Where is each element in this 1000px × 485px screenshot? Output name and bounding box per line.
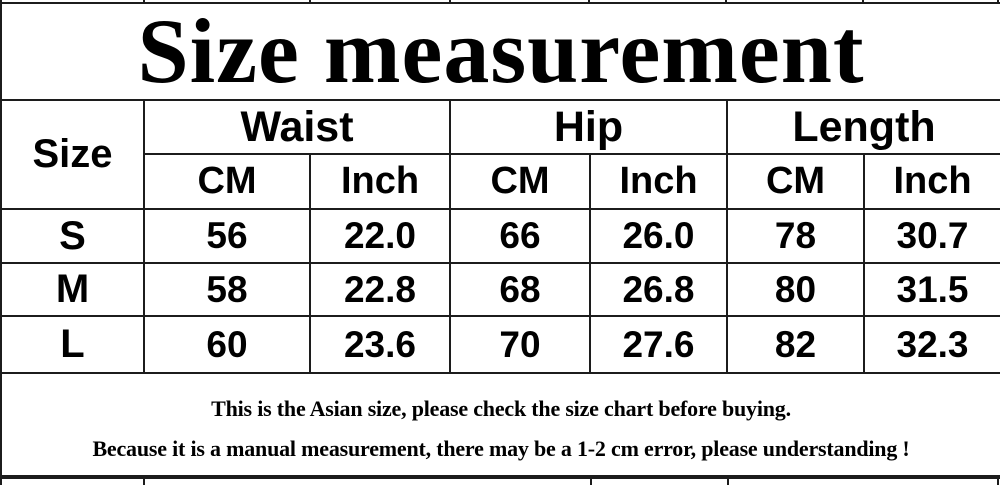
table-row-s: S 56 22.0 66 26.0 78 30.7 <box>0 208 1000 264</box>
cropped-table-edge-top <box>0 0 1000 3</box>
column-header-size: Size <box>0 99 145 210</box>
cell-l-length-cm: 82 <box>726 315 865 374</box>
subheader-length-cm: CM <box>726 153 865 210</box>
subheader-hip-cm: CM <box>449 153 591 210</box>
note-manual-measurement: Because it is a manual measurement, ther… <box>92 435 910 461</box>
cell-m-waist-cm: 58 <box>143 262 311 317</box>
cell-m-length-cm: 80 <box>726 262 865 317</box>
table-row-m: M 58 22.8 68 26.8 80 31.5 <box>0 262 1000 317</box>
cell-m-length-inch: 31.5 <box>862 262 1000 317</box>
cell-s-hip-cm: 66 <box>449 208 591 264</box>
cropped-table-edge-bottom <box>0 477 1000 485</box>
column-group-hip: Hip <box>449 99 728 155</box>
column-group-waist: Waist <box>143 99 451 155</box>
subheader-waist-inch: Inch <box>309 153 451 210</box>
page-title: Size measurement <box>0 2 1000 101</box>
notes-row: This is the Asian size, please check the… <box>0 372 1000 477</box>
subheader-length-inch: Inch <box>862 153 1000 210</box>
notes-cell: This is the Asian size, please check the… <box>0 372 1000 477</box>
subheader-waist-cm: CM <box>143 153 311 210</box>
cell-m-hip-cm: 68 <box>449 262 591 317</box>
table-row-l: L 60 23.6 70 27.6 82 32.3 <box>0 315 1000 374</box>
cell-m-waist-inch: 22.8 <box>309 262 451 317</box>
size-label-s: S <box>0 208 145 264</box>
cell-l-hip-inch: 27.6 <box>589 315 728 374</box>
size-label-m: M <box>0 262 145 317</box>
cell-s-hip-inch: 26.0 <box>589 208 728 264</box>
cell-l-length-inch: 32.3 <box>862 315 1000 374</box>
note-asian-size: This is the Asian size, please check the… <box>211 395 791 421</box>
size-measurement-table: Size measurement Size Waist Hip Length C… <box>0 2 1000 477</box>
column-group-length: Length <box>725 99 1000 155</box>
cell-s-waist-inch: 22.0 <box>309 208 451 264</box>
cell-l-waist-inch: 23.6 <box>309 315 451 374</box>
cell-l-waist-cm: 60 <box>143 315 311 374</box>
cell-m-hip-inch: 26.8 <box>589 262 728 317</box>
cell-s-waist-cm: 56 <box>143 208 311 264</box>
cell-s-length-cm: 78 <box>726 208 865 264</box>
cell-s-length-inch: 30.7 <box>862 208 1000 264</box>
subheader-hip-inch: Inch <box>589 153 728 210</box>
cell-l-hip-cm: 70 <box>449 315 591 374</box>
size-label-l: L <box>0 315 145 374</box>
